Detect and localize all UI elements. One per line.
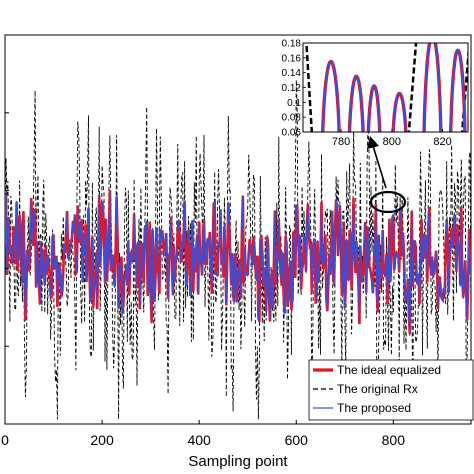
inset-series-group [305,43,468,132]
inset-y-tick-label: 0.1 [287,98,301,109]
inset-x-tick-label: 800 [383,136,401,148]
x-tick-label: 800 [382,432,406,448]
x-tick-label: 0 [1,432,9,448]
inset-y-tick-label: 0.18 [282,39,302,50]
inset-x-tick-label: 820 [433,136,451,148]
inset-line-proposed [321,43,466,132]
x-tick-label: 600 [285,432,309,448]
inset-y-tick-label: 0.06 [282,128,302,139]
inset-line-original-2 [407,43,418,132]
legend-label-proposed: The proposed [337,401,411,415]
x-tick-label: 400 [187,432,211,448]
zoom-arrowhead-icon [367,136,379,149]
x-tick-label: 200 [90,432,114,448]
legend-label-original: The original Rx [337,382,418,396]
series-line-proposed [5,189,471,336]
inset-y-tick-label: 0.12 [282,83,302,94]
main-ticks-group: 0 200 400 600 800 [1,34,406,448]
inset-y-tick-label: 0.14 [282,68,302,79]
legend: The ideal equalized The original Rx The … [308,359,474,421]
inset-x-tick-label: 780 [332,136,350,148]
zoom-region-ellipse [369,190,407,214]
zoom-arrow-line [372,145,387,189]
inset-y-tick-label: 0.16 [282,53,302,64]
series-line-original [5,79,471,420]
inset-ticks-group: 0.06 0.08 0.1 0.12 0.14 0.16 0.18 780 800 820 [282,39,452,149]
legend-label-ideal: The ideal equalized [337,363,441,377]
main-series-group [5,79,471,420]
inset-line-original-3 [460,44,468,132]
inset-plot-area [302,42,469,133]
inset-y-tick-label: 0.08 [282,113,302,124]
inset-line-original [305,43,314,132]
x-axis-label: Sampling point [188,453,288,470]
